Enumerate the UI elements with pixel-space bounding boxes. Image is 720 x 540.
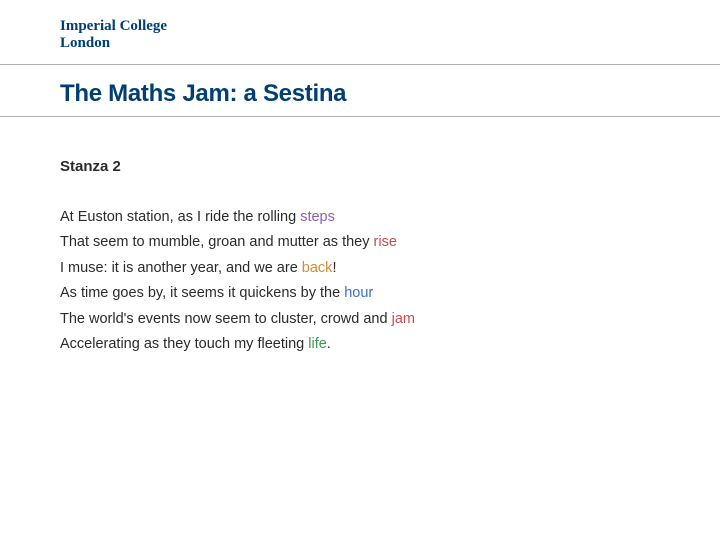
poem-line: Accelerating as they touch my fleeting l… — [60, 332, 415, 357]
keyword-jam: jam — [392, 311, 415, 327]
line-post: ! — [332, 260, 336, 276]
keyword-hour: hour — [344, 285, 373, 301]
slide-title: The Maths Jam: a Sestina — [60, 80, 346, 108]
poem-line: That seem to mumble, groan and mutter as… — [60, 230, 415, 255]
poem-line: At Euston station, as I ride the rolling… — [60, 205, 415, 230]
keyword-steps: steps — [300, 209, 335, 225]
logo-line2: London — [60, 35, 167, 52]
line-post: . — [327, 336, 331, 352]
line-pre: Accelerating as they touch my fleeting — [60, 336, 308, 352]
divider-under-title — [0, 116, 720, 117]
line-pre: The world's events now seem to cluster, … — [60, 311, 392, 327]
poem-line: The world's events now seem to cluster, … — [60, 307, 415, 332]
divider-top — [0, 64, 720, 65]
keyword-life: life — [308, 336, 327, 352]
line-pre: At Euston station, as I ride the rolling — [60, 209, 300, 225]
keyword-rise: rise — [374, 234, 397, 250]
stanza-heading: Stanza 2 — [60, 158, 121, 175]
line-pre: That seem to mumble, groan and mutter as… — [60, 234, 374, 250]
title-text: The Maths Jam: a Sestina — [60, 80, 346, 107]
poem-line: As time goes by, it seems it quickens by… — [60, 281, 415, 306]
logo-line1: Imperial College — [60, 18, 167, 34]
poem-body: At Euston station, as I ride the rolling… — [60, 205, 415, 357]
line-pre: As time goes by, it seems it quickens by… — [60, 285, 344, 301]
institution-logo: Imperial College London — [60, 18, 167, 53]
line-pre: I muse: it is another year, and we are — [60, 260, 302, 276]
poem-line: I muse: it is another year, and we are b… — [60, 256, 415, 281]
keyword-back: back — [302, 260, 333, 276]
